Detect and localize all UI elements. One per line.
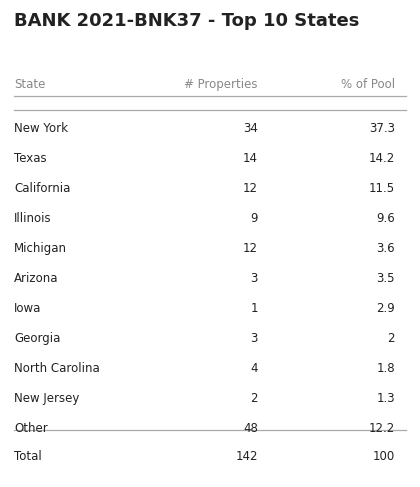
- Text: 12: 12: [243, 182, 258, 195]
- Text: North Carolina: North Carolina: [14, 362, 100, 375]
- Text: 12: 12: [243, 242, 258, 255]
- Text: 14: 14: [243, 152, 258, 165]
- Text: 2.9: 2.9: [376, 302, 395, 315]
- Text: 2: 2: [388, 332, 395, 345]
- Text: # Properties: # Properties: [184, 78, 258, 91]
- Text: 34: 34: [243, 122, 258, 135]
- Text: % of Pool: % of Pool: [341, 78, 395, 91]
- Text: Michigan: Michigan: [14, 242, 67, 255]
- Text: 1.8: 1.8: [376, 362, 395, 375]
- Text: 3: 3: [251, 272, 258, 285]
- Text: Georgia: Georgia: [14, 332, 60, 345]
- Text: 9.6: 9.6: [376, 212, 395, 225]
- Text: 3.6: 3.6: [376, 242, 395, 255]
- Text: California: California: [14, 182, 71, 195]
- Text: 11.5: 11.5: [369, 182, 395, 195]
- Text: State: State: [14, 78, 45, 91]
- Text: 3: 3: [251, 332, 258, 345]
- Text: 142: 142: [236, 450, 258, 463]
- Text: Texas: Texas: [14, 152, 47, 165]
- Text: Other: Other: [14, 422, 48, 435]
- Text: 9: 9: [250, 212, 258, 225]
- Text: 1: 1: [250, 302, 258, 315]
- Text: 2: 2: [250, 392, 258, 405]
- Text: Iowa: Iowa: [14, 302, 42, 315]
- Text: 14.2: 14.2: [369, 152, 395, 165]
- Text: 37.3: 37.3: [369, 122, 395, 135]
- Text: 12.2: 12.2: [369, 422, 395, 435]
- Text: Arizona: Arizona: [14, 272, 58, 285]
- Text: New Jersey: New Jersey: [14, 392, 79, 405]
- Text: 100: 100: [373, 450, 395, 463]
- Text: 4: 4: [250, 362, 258, 375]
- Text: Illinois: Illinois: [14, 212, 52, 225]
- Text: 48: 48: [243, 422, 258, 435]
- Text: Total: Total: [14, 450, 42, 463]
- Text: 3.5: 3.5: [376, 272, 395, 285]
- Text: New York: New York: [14, 122, 68, 135]
- Text: 1.3: 1.3: [376, 392, 395, 405]
- Text: BANK 2021-BNK37 - Top 10 States: BANK 2021-BNK37 - Top 10 States: [14, 12, 360, 30]
